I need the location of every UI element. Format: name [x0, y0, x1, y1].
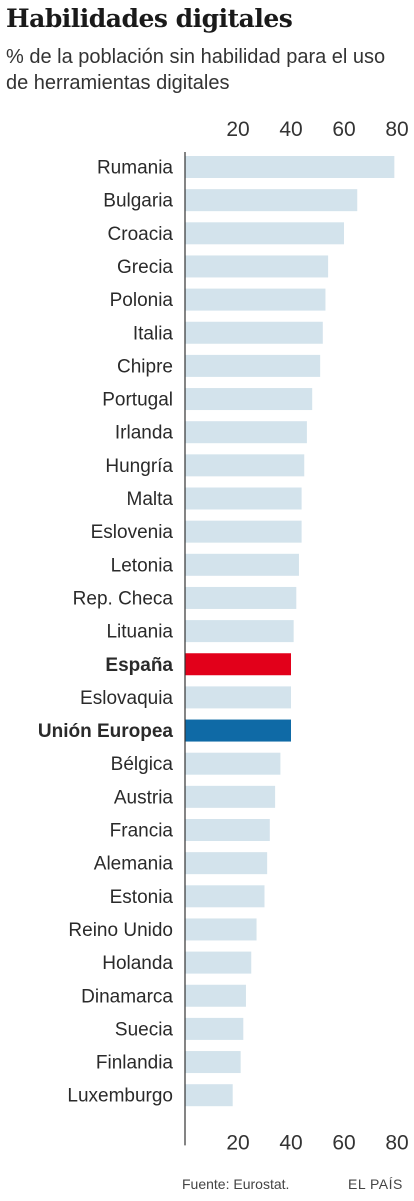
category-label-letonia: Letonia: [111, 555, 174, 576]
category-label-reino-unido: Reino Unido: [68, 920, 173, 941]
category-label-suecia: Suecia: [115, 1019, 174, 1040]
bar-suecia: [185, 1017, 244, 1040]
chart-title: Habilidades digitales: [6, 4, 293, 33]
category-label-alemania: Alemania: [94, 854, 174, 875]
bar-alemania: [185, 852, 268, 875]
bar-holanda: [185, 951, 252, 974]
category-label-portugal: Portugal: [102, 390, 173, 411]
x-tick-bottom-80: 80: [385, 1131, 408, 1154]
bar-rep-checa: [185, 586, 297, 609]
bar-malta: [185, 487, 302, 510]
bar-dinamarca: [185, 984, 246, 1007]
category-label-chipre: Chipre: [117, 356, 173, 377]
bar-espana: [185, 653, 291, 676]
bar-italia: [185, 321, 323, 344]
category-label-rep-checa: Rep. Checa: [73, 588, 174, 609]
x-axis-top: 20 40 60 80: [226, 118, 408, 141]
bar-austria: [185, 785, 276, 808]
bar-rumania: [185, 156, 395, 178]
x-tick-top-80: 80: [385, 118, 408, 141]
x-tick-bottom-60: 60: [332, 1131, 355, 1154]
x-tick-top-40: 40: [279, 118, 302, 141]
category-label-lituania: Lituania: [106, 622, 173, 643]
bar-belgica: [185, 752, 281, 775]
category-label-polonia: Polonia: [110, 290, 174, 311]
category-label-austria: Austria: [114, 787, 174, 808]
category-label-holanda: Holanda: [102, 953, 173, 974]
category-label-eslovaquia: Eslovaquia: [80, 688, 173, 709]
category-label-belgica: Bélgica: [111, 754, 174, 775]
bar-reino-unido: [185, 918, 257, 941]
category-label-malta: Malta: [127, 489, 174, 510]
category-label-rumania: Rumania: [97, 158, 173, 179]
category-label-croacia: Croacia: [108, 224, 174, 245]
bar-francia: [185, 819, 270, 841]
brand-logo: EL PAÍS: [348, 1176, 403, 1192]
category-label-espana: España: [105, 655, 173, 676]
bar-luxemburgo: [185, 1084, 233, 1107]
bar-eslovaquia: [185, 686, 291, 709]
x-tick-bottom-20: 20: [226, 1131, 249, 1154]
category-labels: Rumania Bulgaria Croacia Grecia Polonia Itali…: [38, 158, 174, 1107]
category-label-estonia: Estonia: [110, 887, 174, 908]
bar-polonia: [185, 288, 326, 311]
bar-irlanda: [185, 421, 307, 444]
chart-subtitle: % de la población sin habilidad para el …: [6, 46, 386, 94]
bar-eslovenia: [185, 520, 302, 543]
category-label-dinamarca: Dinamarca: [81, 986, 173, 1007]
x-tick-top-60: 60: [332, 118, 355, 141]
category-label-francia: Francia: [110, 821, 174, 842]
category-label-luxemburgo: Luxemburgo: [67, 1086, 173, 1107]
bar-grecia: [185, 255, 329, 278]
bar-bulgaria: [185, 189, 358, 212]
bar-portugal: [185, 388, 313, 411]
bar-chipre: [185, 354, 321, 377]
bar-hungria: [185, 454, 305, 477]
x-tick-top-20: 20: [226, 118, 249, 141]
category-label-hungria: Hungría: [105, 456, 173, 477]
category-label-union-europea: Unión Europea: [38, 721, 174, 742]
bar-lituania: [185, 620, 294, 643]
bar-croacia: [185, 222, 344, 245]
bar-series: [185, 156, 395, 1107]
x-tick-bottom-40: 40: [279, 1131, 302, 1154]
category-label-grecia: Grecia: [117, 257, 173, 278]
category-label-bulgaria: Bulgaria: [103, 191, 173, 212]
source-note: Fuente: Eurostat.: [182, 1176, 290, 1192]
bar-estonia: [185, 885, 265, 908]
bar-finlandia: [185, 1051, 241, 1074]
bar-letonia: [185, 553, 299, 576]
category-label-finlandia: Finlandia: [96, 1053, 174, 1074]
bar-union-europea: [185, 719, 291, 742]
category-label-eslovenia: Eslovenia: [91, 522, 174, 543]
category-label-italia: Italia: [133, 323, 174, 344]
category-label-irlanda: Irlanda: [115, 423, 174, 444]
x-axis-bottom: 20 40 60 80: [226, 1131, 408, 1154]
